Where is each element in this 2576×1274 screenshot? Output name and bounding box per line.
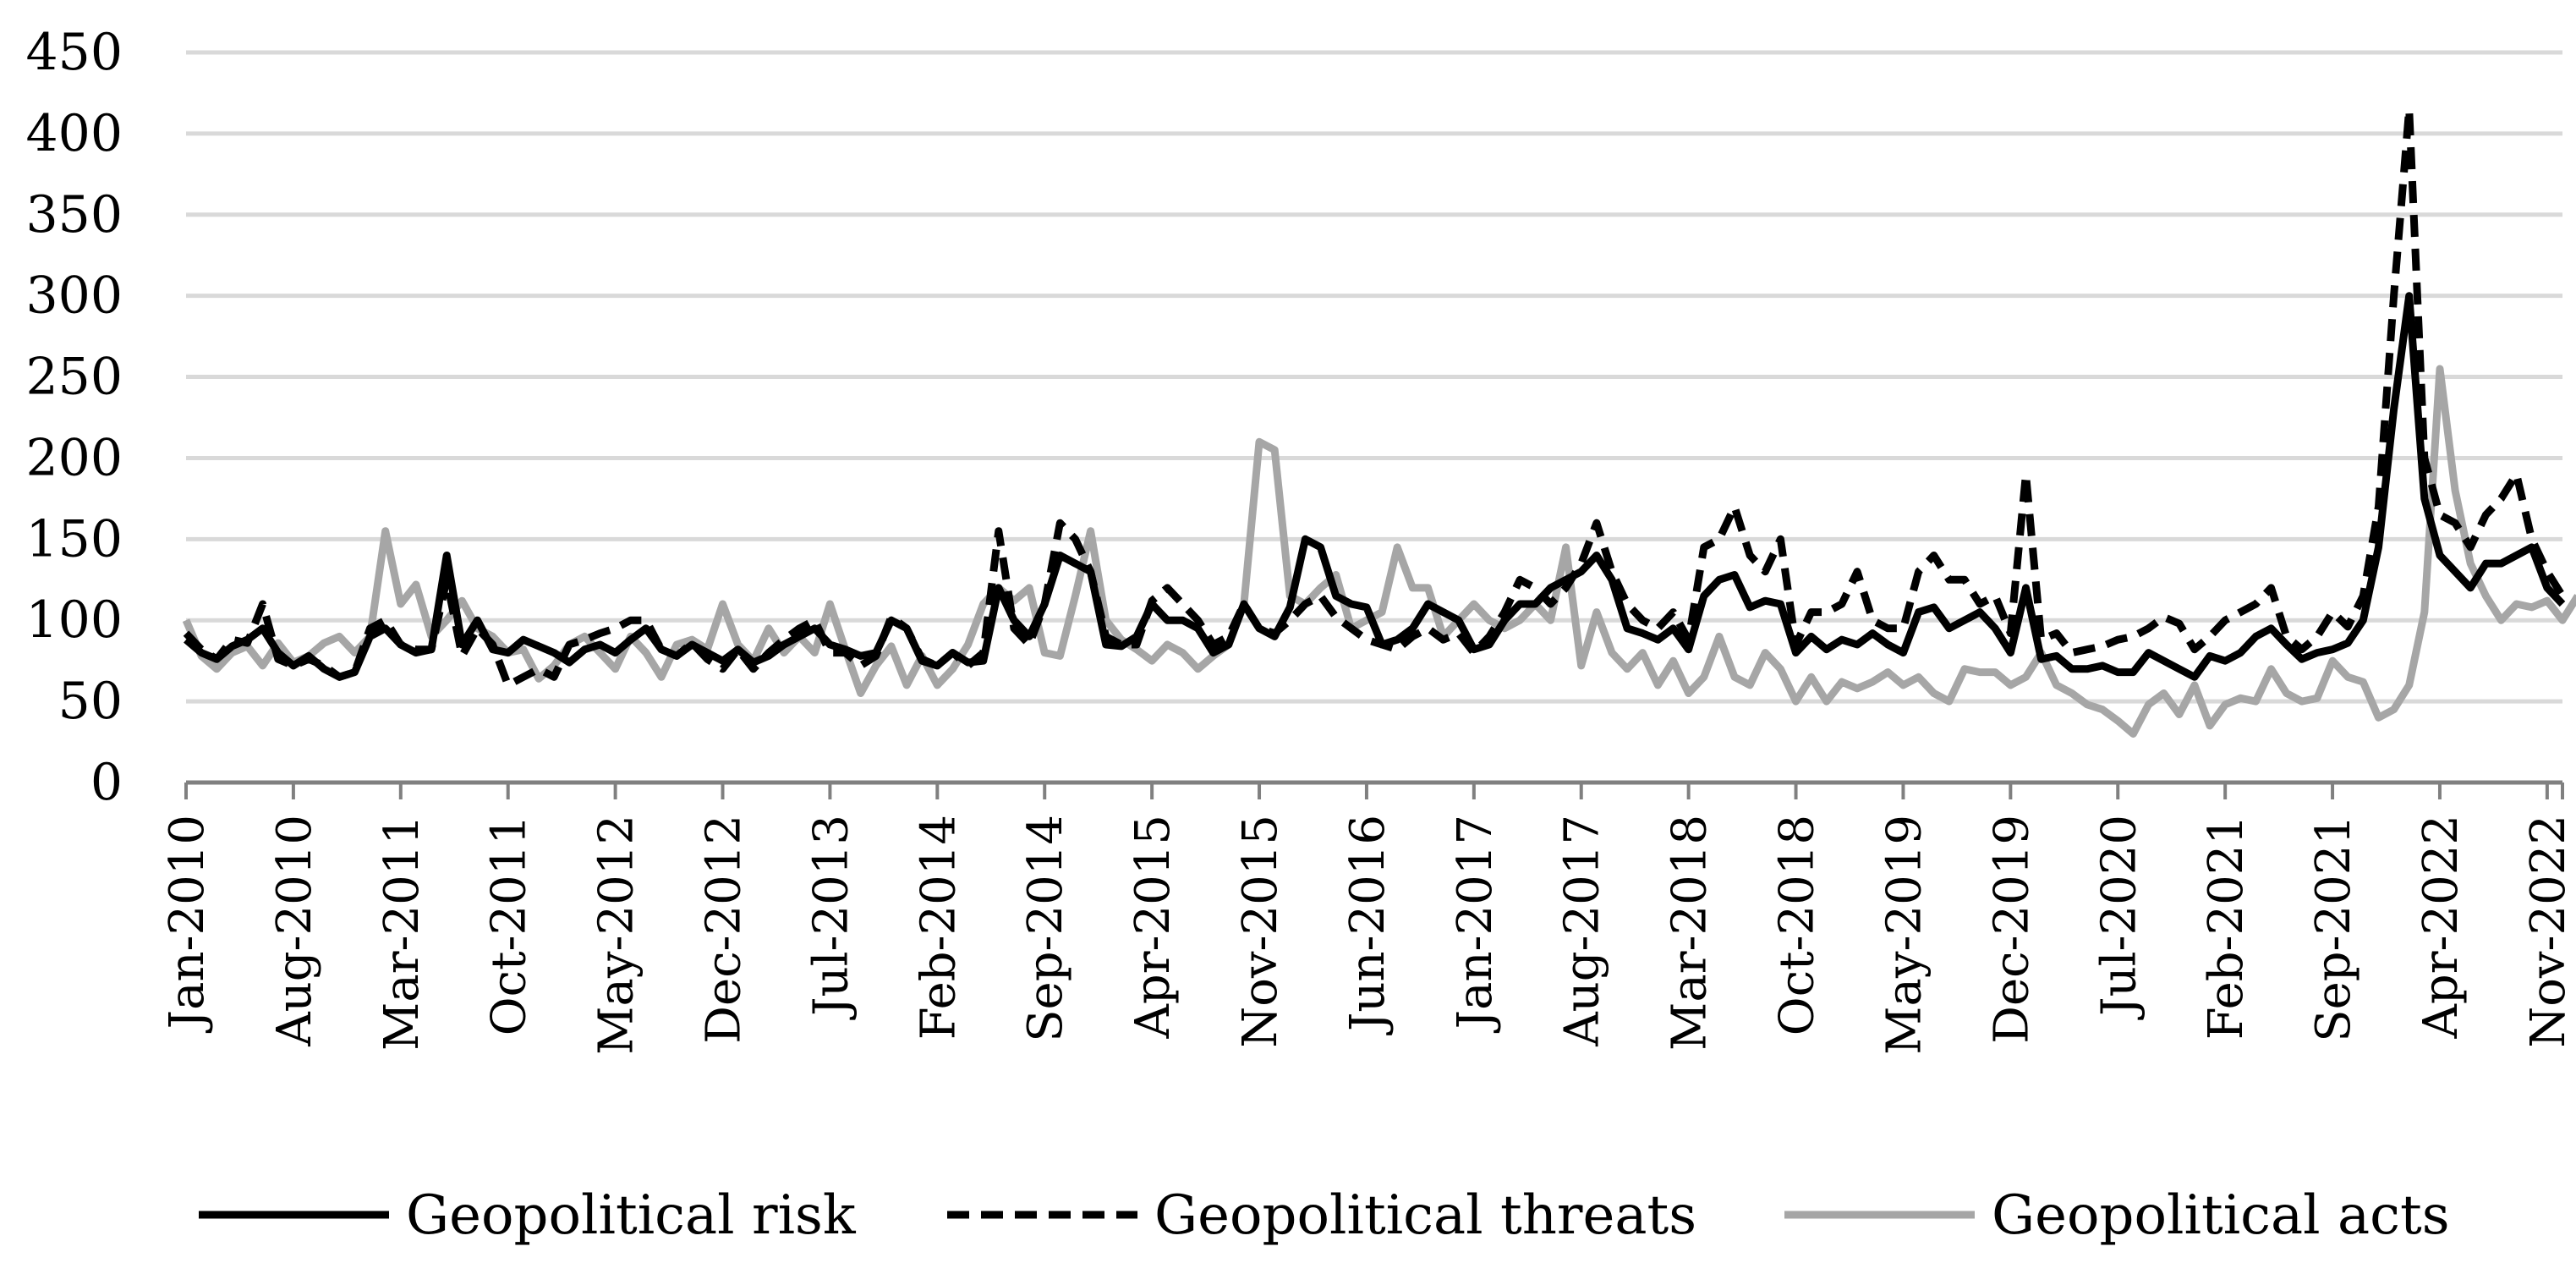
x-tick-label-sep-2014: Sep-2014 (1018, 815, 1073, 1042)
x-tick-label-jun-2016: Jun-2016 (1340, 815, 1395, 1035)
y-tick-label-150: 150 (25, 509, 123, 568)
series-lines (182, 105, 2576, 738)
y-tick-label-450: 450 (25, 23, 123, 82)
y-tick-label-0: 0 (90, 753, 123, 812)
gridlines (186, 50, 2562, 704)
y-tick-label-400: 400 (25, 104, 123, 163)
y-tick-label-300: 300 (25, 266, 123, 326)
x-tick-label-mar-2018: Mar-2018 (1663, 815, 1718, 1051)
series-line-geopolitical-threats (183, 105, 2566, 689)
x-tick-label-may-2019: May-2019 (1877, 815, 1932, 1055)
x-tick-label-jul-2020: Jul-2020 (2091, 815, 2146, 1020)
x-tick-label-jul-2013: Jul-2013 (803, 815, 858, 1020)
x-tick-label-nov-2015: Nov-2015 (1233, 815, 1288, 1048)
y-tick-label-50: 50 (58, 672, 123, 731)
legend-label-geopolitical-acts: Geopolitical acts (1992, 1184, 2450, 1247)
x-tick-label-feb-2014: Feb-2014 (911, 815, 966, 1040)
x-tick-label-oct-2018: Oct-2018 (1770, 815, 1825, 1035)
x-tick-label-apr-2022: Apr-2022 (2414, 815, 2469, 1040)
legend-label-geopolitical-threats: Geopolitical threats (1154, 1184, 1696, 1247)
x-tick-label-may-2012: May-2012 (589, 815, 644, 1055)
x-axis-ticks: Jan-2010 Aug-2010 Mar-2011 Oct-2011 May-2012… (160, 783, 2576, 1055)
x-tick-label-dec-2012: Dec-2012 (697, 815, 752, 1044)
y-tick-label-200: 200 (25, 428, 123, 487)
y-axis-ticks: 0 50 100 150 200 250 300 350 400 450 (25, 23, 123, 812)
x-tick-label-aug-2010: Aug-2010 (267, 815, 322, 1047)
y-tick-label-100: 100 (25, 590, 123, 650)
x-tick-label-aug-2017: Aug-2017 (1555, 815, 1610, 1047)
y-tick-label-250: 250 (25, 348, 123, 407)
legend: Geopolitical risk Geopolitical threats Geo… (199, 1184, 2450, 1247)
series-line-geopolitical-acts (182, 365, 2576, 738)
series-line-geopolitical-risk (184, 292, 2566, 681)
x-tick-label-dec-2019: Dec-2019 (1984, 815, 2039, 1044)
x-tick-label-nov-2022: Nov-2022 (2521, 815, 2576, 1048)
x-tick-label-feb-2021: Feb-2021 (2199, 815, 2254, 1040)
x-tick-label-jan-2010: Jan-2010 (160, 815, 215, 1033)
x-tick-label-oct-2011: Oct-2011 (482, 815, 537, 1035)
x-tick-label-mar-2011: Mar-2011 (375, 815, 430, 1051)
legend-label-geopolitical-risk: Geopolitical risk (406, 1184, 857, 1247)
x-tick-label-jan-2017: Jan-2017 (1448, 815, 1503, 1033)
y-tick-label-350: 350 (25, 185, 123, 244)
x-tick-label-sep-2021: Sep-2021 (2306, 815, 2361, 1042)
x-tick-label-apr-2015: Apr-2015 (1126, 815, 1181, 1040)
